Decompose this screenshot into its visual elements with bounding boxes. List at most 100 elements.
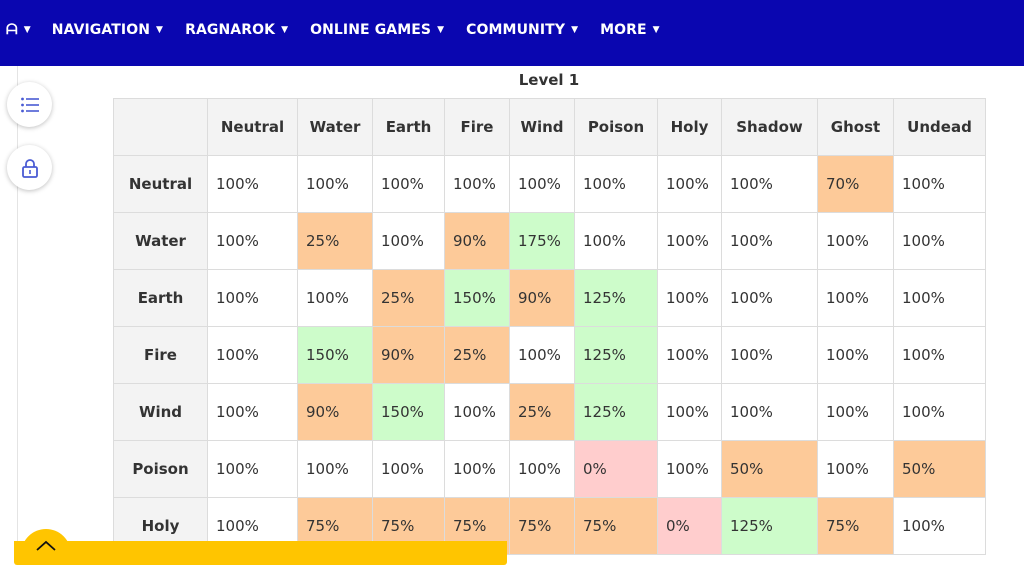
nav-item-navigation[interactable]: NAVIGATION ▼ <box>52 22 163 38</box>
damage-cell: 100% <box>657 212 722 270</box>
nav-menu: ᗩ ▼ NAVIGATION ▼ RAGNAROK ▼ ONLINE GAMES… <box>6 22 682 38</box>
damage-cell: 90% <box>297 383 373 441</box>
column-header: Earth <box>372 98 445 156</box>
scroll-to-top-button[interactable] <box>21 529 71 565</box>
element-damage-table: Neutral Water Earth Fire Wind Poison Hol… <box>113 98 986 555</box>
damage-cell: 25% <box>297 212 373 270</box>
damage-cell: 90% <box>444 212 510 270</box>
lock-button[interactable] <box>7 145 52 190</box>
nav-item-online-games[interactable]: ONLINE GAMES ▼ <box>310 22 444 38</box>
caret-down-icon: ▼ <box>156 25 164 35</box>
damage-cell: 90% <box>372 326 445 384</box>
damage-cell: 100% <box>444 155 510 213</box>
damage-cell: 100% <box>372 212 445 270</box>
damage-cell: 100% <box>817 440 894 498</box>
nav-item-label: COMMUNITY <box>466 22 566 38</box>
damage-cell: 100% <box>372 155 445 213</box>
column-header: Neutral <box>207 98 298 156</box>
damage-cell: 100% <box>509 440 575 498</box>
damage-cell: 150% <box>297 326 373 384</box>
damage-cell: 100% <box>893 383 986 441</box>
list-icon <box>20 97 39 112</box>
column-header: Poison <box>574 98 658 156</box>
table-row: Water 100% 25% 100% 90% 175% 100% 100% 100% 100% 1… <box>113 212 986 270</box>
table-row: Earth 100% 100% 25% 150% 90% 125% 100% 100% 100% 1… <box>113 269 986 327</box>
damage-cell: 100% <box>721 212 818 270</box>
damage-cell: 100% <box>893 155 986 213</box>
damage-cell: 100% <box>509 326 575 384</box>
damage-cell: 100% <box>657 269 722 327</box>
damage-cell: 100% <box>207 212 298 270</box>
row-header: Earth <box>113 269 208 327</box>
damage-cell: 125% <box>574 326 658 384</box>
table-row: Wind 100% 90% 150% 100% 25% 125% 100% 100% 100% 10… <box>113 383 986 441</box>
nav-item-more[interactable]: MORE ▼ <box>600 22 660 38</box>
lock-icon <box>21 158 38 178</box>
column-header: Wind <box>509 98 575 156</box>
damage-cell: 150% <box>444 269 510 327</box>
nav-item-label: NAVIGATION <box>51 22 151 38</box>
damage-cell: 100% <box>657 155 722 213</box>
damage-cell: 100% <box>207 269 298 327</box>
damage-cell: 100% <box>657 383 722 441</box>
column-header: Shadow <box>721 98 818 156</box>
chevron-up-icon <box>36 540 56 551</box>
damage-cell: 100% <box>297 155 373 213</box>
damage-cell: 100% <box>297 269 373 327</box>
damage-cell: 100% <box>893 497 986 555</box>
table-row: Fire 100% 150% 90% 25% 100% 125% 100% 100% 100% 10… <box>113 326 986 384</box>
damage-cell: 100% <box>207 326 298 384</box>
caret-down-icon: ▼ <box>23 25 31 35</box>
damage-cell: 175% <box>509 212 575 270</box>
nav-item-label: RAGNAROK <box>185 22 276 38</box>
caret-down-icon: ▼ <box>437 25 445 35</box>
damage-cell: 75% <box>509 497 575 555</box>
damage-cell: 150% <box>372 383 445 441</box>
nav-item-ragnarok[interactable]: RAGNAROK ▼ <box>185 22 288 38</box>
damage-cell: 100% <box>721 383 818 441</box>
damage-cell: 100% <box>657 440 722 498</box>
damage-cell: 100% <box>444 383 510 441</box>
damage-cell: 100% <box>509 155 575 213</box>
damage-cell: 100% <box>893 212 986 270</box>
caret-down-icon: ▼ <box>652 25 660 35</box>
top-navigation-bar: ᗩ ▼ NAVIGATION ▼ RAGNAROK ▼ ONLINE GAMES… <box>0 0 1024 66</box>
nav-item-label: MORE <box>600 22 647 38</box>
damage-cell: 0% <box>574 440 658 498</box>
damage-cell: 125% <box>721 497 818 555</box>
column-header: Undead <box>893 98 986 156</box>
row-header: Fire <box>113 326 208 384</box>
damage-cell: 100% <box>721 155 818 213</box>
column-header: Water <box>297 98 373 156</box>
damage-cell: 100% <box>444 440 510 498</box>
table-row: Neutral 100% 100% 100% 100% 100% 100% 100% 100% 7… <box>113 155 986 213</box>
damage-cell: 100% <box>817 383 894 441</box>
site-logo: ᗩ <box>6 22 18 38</box>
site-logo-menu[interactable]: ᗩ ▼ <box>6 22 31 38</box>
table-of-contents-button[interactable] <box>7 82 52 127</box>
corner-header-cell <box>113 98 208 156</box>
damage-cell: 100% <box>657 326 722 384</box>
row-header: Neutral <box>113 155 208 213</box>
damage-cell: 125% <box>574 383 658 441</box>
damage-cell: 70% <box>817 155 894 213</box>
damage-cell: 75% <box>817 497 894 555</box>
damage-cell: 0% <box>657 497 722 555</box>
damage-cell: 100% <box>297 440 373 498</box>
level-title: Level 1 <box>518 71 580 89</box>
left-sidebar <box>0 66 18 573</box>
damage-cell: 50% <box>893 440 986 498</box>
column-header: Ghost <box>817 98 894 156</box>
damage-cell: 100% <box>817 269 894 327</box>
caret-down-icon: ▼ <box>281 25 289 35</box>
bottom-sticky-bar <box>14 541 507 565</box>
caret-down-icon: ▼ <box>571 25 579 35</box>
row-header: Wind <box>113 383 208 441</box>
nav-item-community[interactable]: COMMUNITY ▼ <box>466 22 578 38</box>
page-bottom-edge <box>14 565 1024 573</box>
damage-cell: 100% <box>893 326 986 384</box>
damage-cell: 100% <box>207 440 298 498</box>
row-header: Water <box>113 212 208 270</box>
damage-cell: 90% <box>509 269 575 327</box>
damage-cell: 100% <box>207 155 298 213</box>
